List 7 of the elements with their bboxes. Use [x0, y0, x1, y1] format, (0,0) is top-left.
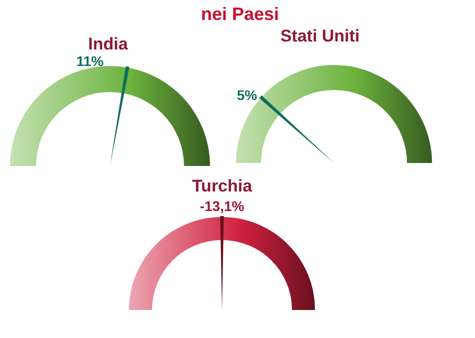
data-label: 5%	[236, 86, 258, 103]
category-label: Stati Uniti	[280, 26, 360, 46]
data-label: -13,1%	[200, 198, 245, 214]
category-label: Turchia	[192, 176, 253, 196]
category-label: India	[88, 34, 128, 54]
text: nei Paesi	[200, 4, 280, 24]
data-label: 11%	[76, 52, 104, 69]
